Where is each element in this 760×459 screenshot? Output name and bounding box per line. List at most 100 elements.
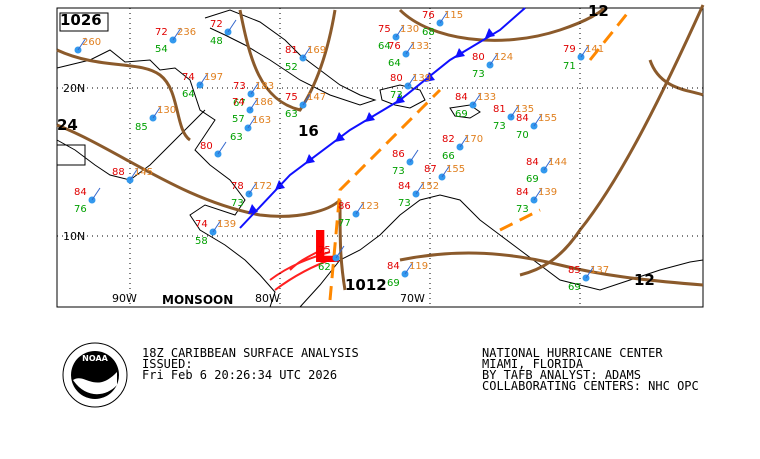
station-temp: 84 bbox=[398, 181, 411, 192]
station-dew: 58 bbox=[195, 236, 208, 247]
station-pressure: 147 bbox=[307, 92, 326, 103]
station-temp: 81 bbox=[493, 104, 506, 115]
wind-barb bbox=[415, 181, 425, 195]
wind-barb bbox=[441, 164, 451, 178]
station-pressure: 260 bbox=[82, 37, 101, 48]
station-temp: 73 bbox=[233, 81, 246, 92]
footer-left: ISSUED: bbox=[142, 357, 193, 371]
station-temp: 75 bbox=[318, 245, 331, 256]
station-temp: 80 bbox=[200, 141, 213, 152]
wind-barb bbox=[533, 187, 543, 201]
station-pressure: 130 bbox=[400, 24, 419, 35]
station-temp: 72 bbox=[155, 27, 168, 38]
station-dew: 66 bbox=[442, 151, 455, 162]
station-dew: 69 bbox=[568, 282, 581, 293]
station-dew: 73 bbox=[398, 198, 411, 209]
station-dew: 54 bbox=[155, 44, 168, 55]
station-temp: 86 bbox=[392, 149, 405, 160]
station-pressure: 133 bbox=[410, 41, 429, 52]
wind-barb bbox=[404, 261, 414, 275]
station-pressure: 145 bbox=[134, 167, 153, 178]
lat-label: 20N bbox=[63, 82, 85, 95]
station-dew: 69 bbox=[387, 278, 400, 289]
station-temp: 74 bbox=[182, 72, 195, 83]
footer-right: COLLABORATING CENTERS: NHC OPC bbox=[482, 379, 699, 393]
station-temp: 86 bbox=[338, 201, 351, 212]
station-dew: 73 bbox=[516, 204, 529, 215]
station-temp: 74 bbox=[232, 97, 245, 108]
station-dew: 62 bbox=[318, 262, 331, 273]
station-temp: 75 bbox=[285, 92, 298, 103]
station-dew: 77 bbox=[338, 218, 351, 229]
station-pressure: 197 bbox=[204, 72, 223, 83]
station-temp: 85 bbox=[568, 265, 581, 276]
low-center: L bbox=[312, 222, 340, 273]
station-temp: 81 bbox=[285, 45, 298, 56]
station-pressure: 155 bbox=[538, 113, 557, 124]
station-pressure: 186 bbox=[254, 97, 273, 108]
station-temp: 84 bbox=[516, 113, 529, 124]
station-temp: 78 bbox=[231, 181, 244, 192]
wind-barb bbox=[212, 219, 222, 233]
footer-left: Fri Feb 6 20:26:34 UTC 2026 bbox=[142, 368, 337, 382]
station-temp: 84 bbox=[455, 92, 468, 103]
wind-barb bbox=[585, 265, 595, 279]
wind-barb bbox=[335, 245, 345, 259]
station-dew: 69 bbox=[455, 109, 468, 120]
station-dew: 71 bbox=[563, 61, 576, 72]
wind-barb bbox=[355, 201, 365, 215]
lat-label: 10N bbox=[63, 230, 85, 243]
station-temp: 80 bbox=[390, 73, 403, 84]
wind-barb bbox=[250, 81, 260, 95]
station-dew: 70 bbox=[516, 130, 529, 141]
station-pressure: 144 bbox=[548, 157, 567, 168]
pressure-label: 1012 bbox=[345, 276, 387, 294]
wind-barb bbox=[409, 149, 419, 163]
station-pressure: 119 bbox=[409, 261, 428, 272]
wind-barb bbox=[459, 134, 469, 148]
wind-barb bbox=[405, 41, 415, 55]
station-temp: 88 bbox=[112, 167, 125, 178]
station-pressure: 163 bbox=[252, 115, 271, 126]
noaa-logo: NOAA bbox=[62, 342, 128, 408]
wind-barb bbox=[248, 181, 258, 195]
lon-label: 80W bbox=[255, 292, 280, 305]
station-pressure: 137 bbox=[590, 265, 609, 276]
station-temp: 84 bbox=[526, 157, 539, 168]
station-dew: 73 bbox=[390, 90, 403, 101]
wind-barb bbox=[247, 115, 257, 129]
wind-barb bbox=[489, 52, 499, 66]
wind-barb bbox=[227, 19, 237, 33]
lon-label: 90W bbox=[112, 292, 137, 305]
station-dew: 64 bbox=[388, 58, 401, 69]
station-temp: 82 bbox=[442, 134, 455, 145]
monsoon-trough bbox=[269, 247, 336, 291]
wind-barb bbox=[439, 10, 449, 24]
station-dew: 52 bbox=[285, 62, 298, 73]
wind-barb bbox=[510, 104, 520, 118]
wind-barb bbox=[472, 92, 482, 106]
station-pressure: 169 bbox=[307, 45, 326, 56]
wind-barb bbox=[91, 187, 101, 201]
wind-barb bbox=[77, 37, 87, 51]
station-pressure: 115 bbox=[444, 10, 463, 21]
station-pressure: 130 bbox=[157, 105, 176, 116]
station-pressure: 172 bbox=[253, 181, 272, 192]
front-barbs bbox=[248, 28, 495, 214]
wind-barb bbox=[172, 27, 182, 41]
isobars bbox=[56, 4, 705, 291]
wind-barb bbox=[395, 24, 405, 38]
station-temp: 87 bbox=[424, 164, 437, 175]
footer-right: MIAMI, FLORIDA bbox=[482, 357, 584, 371]
station-dew: 76 bbox=[74, 204, 87, 215]
pressure-label: 1026 bbox=[60, 11, 102, 29]
station-dew: 57 bbox=[232, 114, 245, 125]
station-temp: 76 bbox=[388, 41, 401, 52]
wind-barb bbox=[543, 157, 553, 171]
station-pressure: 123 bbox=[360, 201, 379, 212]
logo-text: NOAA bbox=[82, 354, 108, 363]
pressure-label: 24 bbox=[57, 116, 78, 134]
station-pressure: 139 bbox=[217, 219, 236, 230]
